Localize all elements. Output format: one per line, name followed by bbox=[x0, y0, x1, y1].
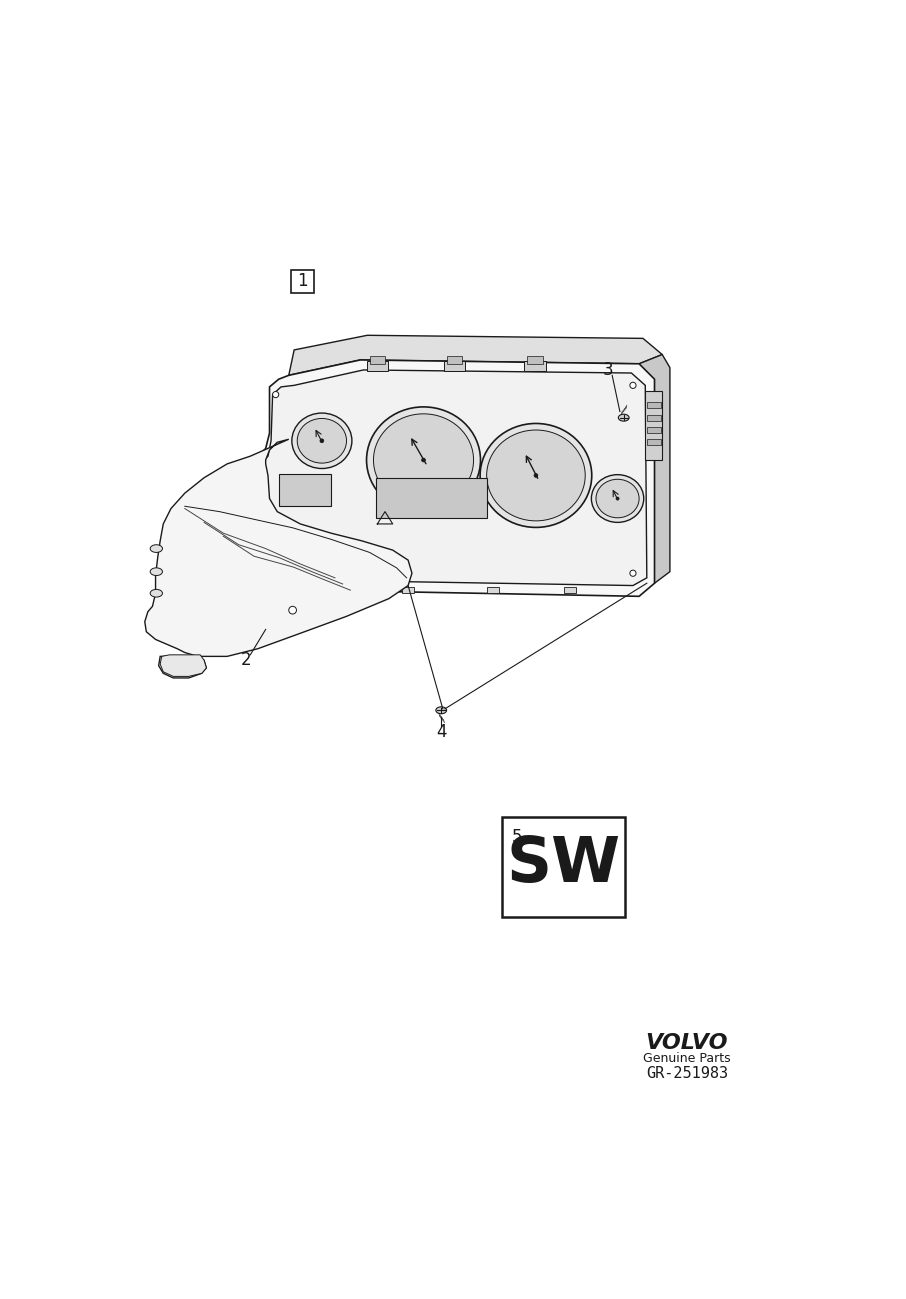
Ellipse shape bbox=[596, 479, 639, 518]
Polygon shape bbox=[145, 439, 412, 678]
Bar bbox=[525, 361, 546, 372]
Ellipse shape bbox=[421, 459, 426, 462]
Bar bbox=[487, 587, 499, 594]
Ellipse shape bbox=[373, 414, 474, 507]
Polygon shape bbox=[260, 370, 647, 586]
Bar bbox=[527, 356, 543, 364]
Text: 4: 4 bbox=[436, 722, 447, 740]
Ellipse shape bbox=[297, 418, 346, 464]
Polygon shape bbox=[250, 360, 654, 596]
Ellipse shape bbox=[480, 423, 592, 527]
Circle shape bbox=[630, 570, 636, 577]
Bar bbox=[447, 356, 462, 364]
Circle shape bbox=[630, 382, 636, 388]
Bar bbox=[367, 361, 388, 372]
Ellipse shape bbox=[292, 413, 352, 469]
Polygon shape bbox=[639, 355, 670, 583]
Text: Genuine Parts: Genuine Parts bbox=[643, 1052, 730, 1065]
Bar bbox=[376, 478, 487, 518]
Bar bbox=[647, 439, 660, 446]
Ellipse shape bbox=[320, 439, 323, 443]
Bar bbox=[564, 587, 576, 594]
Bar bbox=[647, 403, 660, 408]
Text: 3: 3 bbox=[603, 361, 613, 379]
Ellipse shape bbox=[436, 707, 447, 713]
Ellipse shape bbox=[618, 414, 629, 421]
Bar bbox=[253, 478, 260, 487]
Polygon shape bbox=[160, 655, 207, 677]
Bar bbox=[402, 587, 414, 594]
Bar bbox=[444, 361, 465, 372]
Text: 5: 5 bbox=[511, 827, 522, 846]
Bar bbox=[645, 391, 662, 460]
Bar bbox=[647, 427, 660, 433]
Bar bbox=[647, 414, 660, 421]
Bar bbox=[370, 356, 385, 364]
Ellipse shape bbox=[592, 474, 644, 522]
Text: 2: 2 bbox=[241, 651, 252, 669]
Ellipse shape bbox=[150, 590, 162, 598]
Circle shape bbox=[289, 607, 296, 614]
Ellipse shape bbox=[367, 407, 480, 513]
Ellipse shape bbox=[150, 544, 162, 552]
Text: SW: SW bbox=[506, 835, 621, 895]
Polygon shape bbox=[289, 335, 662, 375]
Text: VOLVO: VOLVO bbox=[646, 1033, 728, 1053]
Bar bbox=[291, 270, 314, 294]
Bar bbox=[502, 817, 625, 917]
Circle shape bbox=[273, 391, 279, 397]
Ellipse shape bbox=[487, 430, 585, 521]
Bar bbox=[253, 501, 260, 511]
Circle shape bbox=[273, 560, 279, 565]
Bar bbox=[310, 587, 322, 594]
Ellipse shape bbox=[534, 474, 538, 477]
Ellipse shape bbox=[616, 498, 619, 500]
Ellipse shape bbox=[150, 568, 162, 575]
Text: GR-251983: GR-251983 bbox=[646, 1066, 728, 1081]
Bar bbox=[279, 474, 331, 507]
Text: 1: 1 bbox=[297, 273, 308, 291]
